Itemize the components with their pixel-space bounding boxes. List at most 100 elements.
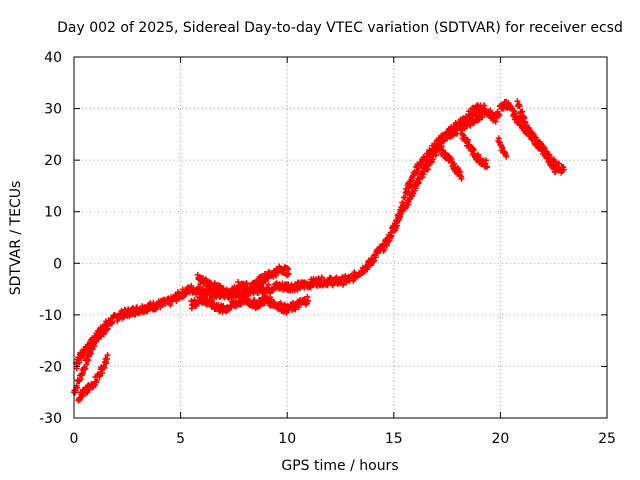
data-point — [217, 282, 224, 289]
x-axis-ticks: 0 5 10 15 20 25 — [70, 57, 616, 447]
data-point — [537, 140, 544, 147]
data-point — [458, 175, 465, 182]
x-tick-label: 20 — [491, 431, 509, 447]
y-tick-label: 0 — [53, 256, 62, 272]
data-point — [481, 102, 488, 109]
data-point — [304, 297, 311, 304]
data-point — [503, 153, 510, 160]
data-point — [484, 163, 491, 170]
data-point — [79, 393, 86, 400]
data-point — [560, 166, 567, 173]
data-point — [93, 377, 100, 384]
data-point — [371, 257, 378, 264]
data-point — [533, 137, 540, 144]
x-axis-label: GPS time / hours — [281, 458, 398, 474]
data-point — [150, 299, 157, 306]
data-point — [76, 359, 83, 366]
chart-title: Day 002 of 2025, Sidereal Day-to-day VTE… — [57, 20, 623, 36]
data-point — [556, 160, 563, 167]
data-point — [419, 174, 426, 181]
y-tick-label: -30 — [39, 411, 62, 427]
data-point — [248, 287, 255, 294]
data-point — [295, 304, 302, 311]
series-branch-c — [194, 263, 292, 301]
data-point — [404, 190, 411, 197]
data-point — [273, 272, 280, 279]
plot-frame — [73, 56, 608, 419]
data-point — [479, 111, 486, 118]
series-branch-i — [514, 98, 559, 176]
y-tick-label: 20 — [44, 153, 62, 169]
data-point — [437, 143, 444, 150]
data-point — [88, 342, 95, 349]
data-point — [88, 350, 95, 357]
y-axis-label: SDTVAR / TECUs — [8, 181, 24, 296]
series-branch-e — [390, 108, 486, 234]
x-tick-label: 10 — [278, 431, 296, 447]
y-tick-label: 10 — [44, 205, 62, 221]
data-point — [407, 181, 414, 188]
y-axis-ticks: -30 -20 -10 0 10 20 30 40 — [39, 50, 607, 427]
data-point — [496, 111, 503, 118]
data-point — [265, 281, 272, 288]
series-main — [71, 98, 567, 396]
data-point — [121, 314, 128, 321]
x-tick-label: 0 — [70, 431, 79, 447]
data-point — [383, 242, 390, 249]
data-point — [519, 108, 526, 115]
data-point — [234, 287, 241, 294]
series-branch-d — [188, 292, 311, 317]
series-branch-g — [459, 130, 491, 171]
data-point — [400, 201, 407, 208]
data-point — [483, 157, 490, 164]
data-point — [104, 325, 111, 332]
data-point — [285, 271, 292, 278]
data-point — [102, 320, 109, 327]
data-point — [543, 149, 550, 156]
data-series — [71, 98, 567, 404]
data-point — [552, 169, 559, 176]
data-point — [243, 280, 250, 287]
data-point — [551, 162, 558, 169]
grid-lines — [74, 57, 607, 418]
data-point — [104, 352, 111, 359]
data-point — [260, 284, 267, 291]
data-point — [372, 254, 379, 261]
x-tick-label: 5 — [176, 431, 185, 447]
data-point — [396, 212, 403, 219]
data-point — [367, 262, 374, 269]
data-point — [420, 171, 427, 178]
data-point — [516, 103, 523, 110]
data-point — [526, 125, 533, 132]
y-tick-label: -10 — [39, 308, 62, 324]
data-point — [318, 274, 325, 281]
series-branch-a — [73, 320, 111, 372]
data-point — [157, 304, 164, 311]
data-point — [292, 306, 299, 313]
data-point — [74, 384, 81, 391]
data-point — [101, 364, 108, 371]
data-point — [199, 286, 206, 293]
x-tick-label: 25 — [598, 431, 616, 447]
data-point — [388, 232, 395, 239]
y-tick-label: -20 — [39, 359, 62, 375]
data-point — [451, 160, 458, 167]
data-point — [351, 269, 358, 276]
data-point — [82, 365, 89, 372]
data-point — [393, 222, 400, 229]
data-point — [144, 308, 151, 315]
data-point — [256, 303, 263, 310]
y-tick-label: 30 — [44, 102, 62, 118]
series-branch-b — [75, 352, 111, 404]
series-branch-f — [437, 143, 465, 182]
data-point — [440, 137, 447, 144]
data-point — [405, 198, 412, 205]
data-point — [242, 293, 249, 300]
data-point — [167, 302, 174, 309]
data-point — [195, 284, 202, 291]
data-point — [423, 157, 430, 164]
data-point — [478, 108, 485, 115]
data-point — [464, 136, 471, 143]
data-point — [381, 246, 388, 253]
